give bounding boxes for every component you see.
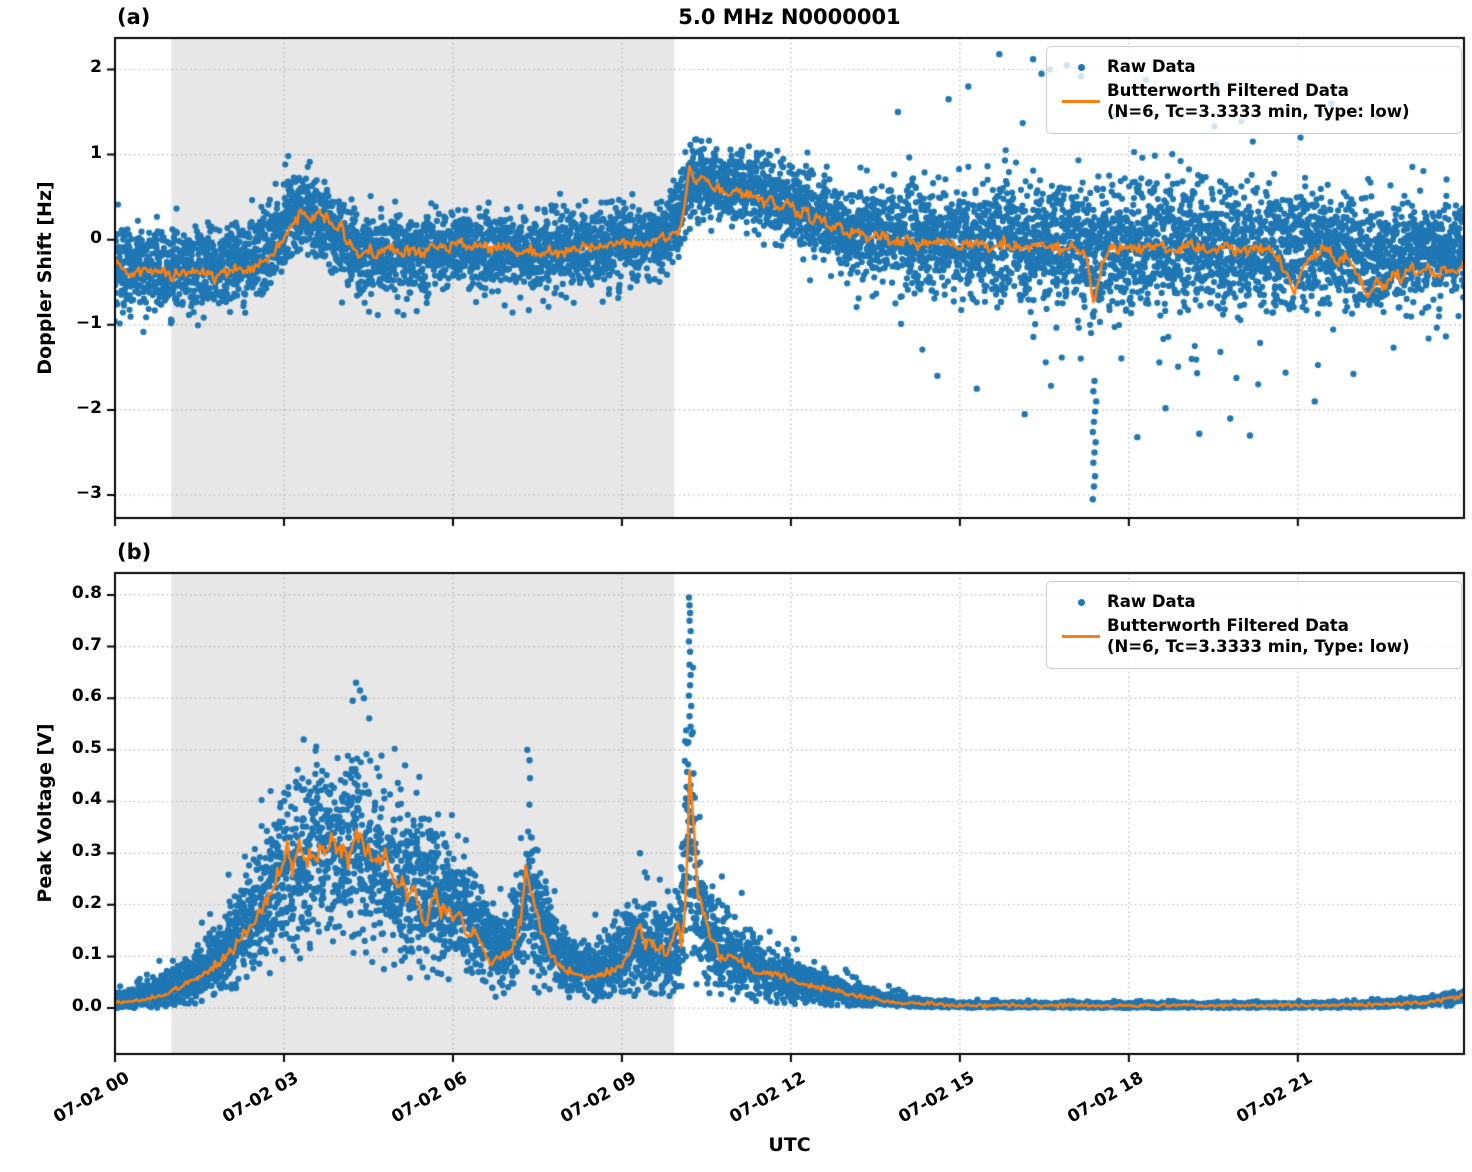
legend-filtered-sublabel: (N=6, Tc=3.3333 min, Type: low) (1107, 102, 1410, 122)
y-tick-label: 0.6 (71, 686, 102, 707)
y-tick-label: 0 (90, 227, 102, 248)
raw-data-dot-marker (1077, 598, 1085, 606)
legend-raw-label: Raw Data (1107, 592, 1196, 611)
x-axis-label-utc: UTC (768, 1134, 811, 1156)
y-tick-label: 0.2 (71, 892, 102, 913)
y-tick-label: 0.1 (71, 944, 102, 965)
filtered-line-marker (1062, 99, 1100, 103)
y-axis-label-voltage: Peak Voltage [V] (34, 723, 56, 903)
legend-entry-raw: Raw Data (1055, 591, 1453, 613)
y-tick-label: 0.3 (71, 841, 102, 862)
legend-panel-a: Raw Data Butterworth Filtered Data (N=6,… (1046, 46, 1462, 134)
raw-data-dot-marker (1077, 63, 1085, 71)
legend-entry-filtered: Butterworth Filtered Data (N=6, Tc=3.333… (1055, 80, 1453, 123)
legend-entry-filtered: Butterworth Filtered Data (N=6, Tc=3.333… (1055, 615, 1453, 658)
legend-filtered-sublabel: (N=6, Tc=3.3333 min, Type: low) (1107, 637, 1410, 657)
y-tick-label: −2 (75, 397, 102, 418)
legend-filtered-label: Butterworth Filtered Data (1107, 81, 1349, 100)
y-tick-label: 0.4 (71, 789, 102, 810)
y-tick-label: 0.7 (71, 634, 102, 655)
panel-a-label: (a) (117, 5, 151, 29)
y-tick-label: 1 (90, 142, 102, 163)
legend-panel-b: Raw Data Butterworth Filtered Data (N=6,… (1046, 581, 1462, 669)
y-tick-label: 0.5 (71, 737, 102, 758)
chart-title: 5.0 MHz N0000001 (678, 5, 901, 29)
y-tick-label: −1 (75, 312, 102, 333)
y-tick-label: 0.0 (71, 996, 102, 1017)
legend-raw-label: Raw Data (1107, 57, 1196, 76)
legend-filtered-label: Butterworth Filtered Data (1107, 616, 1349, 635)
y-tick-label: 0.8 (71, 582, 102, 603)
legend-entry-raw: Raw Data (1055, 56, 1453, 78)
y-axis-label-doppler: Doppler Shift [Hz] (34, 181, 56, 375)
filtered-line-marker (1062, 634, 1100, 638)
y-tick-label: −3 (75, 483, 102, 504)
y-tick-label: 2 (90, 57, 102, 78)
panel-b-label: (b) (117, 540, 152, 564)
